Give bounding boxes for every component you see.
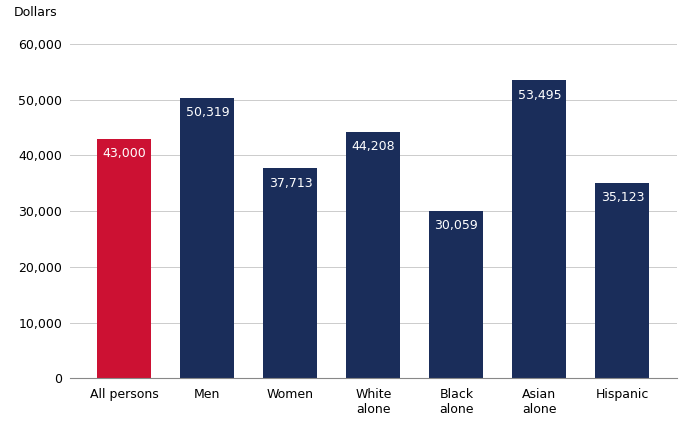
Text: 50,319: 50,319 — [186, 106, 229, 119]
Bar — [429, 211, 484, 378]
Text: 30,059: 30,059 — [435, 219, 478, 232]
Bar — [346, 132, 401, 378]
Bar — [180, 98, 235, 378]
Bar — [595, 183, 649, 378]
Bar — [512, 80, 567, 378]
Text: Dollars: Dollars — [14, 6, 58, 19]
Bar — [98, 139, 151, 378]
Text: 43,000: 43,000 — [103, 147, 147, 160]
Bar — [263, 168, 318, 378]
Text: 35,123: 35,123 — [601, 191, 644, 204]
Text: 44,208: 44,208 — [352, 140, 395, 154]
Text: 37,713: 37,713 — [269, 176, 312, 190]
Text: 53,495: 53,495 — [518, 88, 561, 102]
